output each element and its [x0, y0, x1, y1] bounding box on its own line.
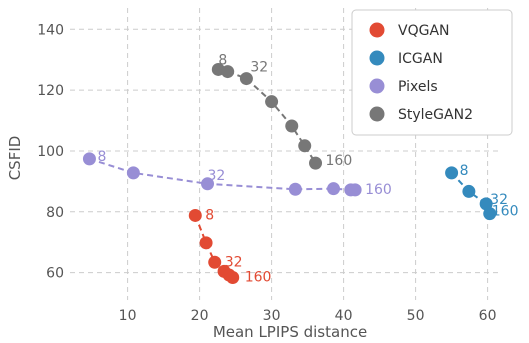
- vqgan-point: [188, 208, 202, 222]
- y-tick-label: 60: [46, 266, 64, 282]
- legend-label-vqgan: VQGAN: [398, 23, 450, 39]
- legend-label-pixels: Pixels: [398, 79, 438, 95]
- legend-box: [351, 9, 513, 136]
- x-tick-label: 20: [191, 308, 209, 324]
- legend-marker-vqgan: [369, 22, 385, 38]
- icgan-point: [462, 184, 476, 198]
- pixels-point: [82, 152, 96, 166]
- x-tick-label: 50: [407, 308, 425, 324]
- y-tick-label: 100: [37, 144, 64, 160]
- stylegan2-annotation: 32: [250, 60, 268, 76]
- legend-marker-stylegan2: [369, 106, 385, 122]
- pixels-point: [126, 166, 140, 180]
- stylegan2-point: [285, 119, 299, 133]
- pixels-annotation: 8: [97, 149, 106, 165]
- stylegan2-point: [239, 72, 253, 86]
- x-tick-label: 10: [119, 308, 137, 324]
- series-stylegan2: 8 32 160: [211, 52, 353, 170]
- y-tick-label: 140: [37, 22, 64, 38]
- pixels-annotation: 32: [208, 168, 226, 184]
- pixels-point: [201, 177, 215, 191]
- pixels-point: [288, 182, 302, 196]
- stylegan2-annotation: 8: [218, 52, 227, 68]
- vqgan-annotation: 32: [225, 254, 243, 270]
- tick-labels: 10 20 30 40 50 60 60 80 100 120 140: [37, 22, 496, 324]
- icgan-annotation: 32: [490, 192, 508, 208]
- x-axis-label: Mean LPIPS distance: [213, 323, 367, 341]
- icgan-annotation: 8: [460, 163, 469, 179]
- y-axis-label: CSFID: [6, 136, 24, 181]
- series-pixels: 8 32 160: [82, 149, 392, 198]
- stylegan2-point: [221, 65, 235, 79]
- x-tick-label: 40: [335, 308, 353, 324]
- stylegan2-point: [309, 156, 323, 170]
- icgan-point: [445, 166, 459, 180]
- legend-label-icgan: ICGAN: [398, 51, 443, 67]
- vqgan-point: [226, 270, 240, 284]
- x-tick-label: 30: [263, 308, 281, 324]
- stylegan2-point: [298, 139, 312, 153]
- icgan-point: [483, 207, 497, 221]
- pixels-point: [327, 182, 341, 196]
- stylegan2-point: [265, 95, 279, 109]
- legend-marker-icgan: [369, 50, 385, 66]
- vqgan-annotation: 160: [245, 269, 272, 285]
- y-tick-label: 120: [37, 83, 64, 99]
- vqgan-point: [199, 236, 213, 250]
- stylegan2-annotation: 160: [326, 153, 353, 169]
- icgan-annotation: 160: [492, 204, 519, 220]
- y-tick-label: 80: [46, 205, 64, 221]
- legend-label-stylegan2: StyleGAN2: [398, 107, 473, 123]
- legend: VQGAN ICGAN Pixels StyleGAN2: [351, 9, 513, 136]
- x-tick-label: 60: [479, 308, 497, 324]
- pixels-point: [348, 183, 362, 197]
- vqgan-annotation: 8: [205, 207, 214, 223]
- vqgan-point: [208, 255, 222, 269]
- legend-marker-pixels: [369, 78, 385, 94]
- pixels-annotation: 160: [365, 182, 392, 198]
